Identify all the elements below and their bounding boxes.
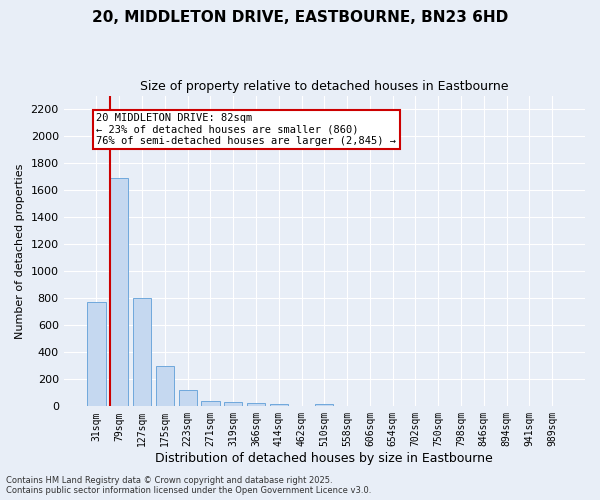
Bar [269, 404, 288, 406]
Bar [179, 390, 197, 406]
Y-axis label: Number of detached properties: Number of detached properties [15, 164, 25, 338]
Bar [201, 401, 220, 406]
Text: Contains HM Land Registry data © Crown copyright and database right 2025.
Contai: Contains HM Land Registry data © Crown c… [6, 476, 371, 495]
Bar [247, 402, 265, 406]
Bar [133, 298, 151, 406]
Bar [110, 178, 128, 406]
X-axis label: Distribution of detached houses by size in Eastbourne: Distribution of detached houses by size … [155, 452, 493, 465]
Bar [156, 366, 174, 406]
Title: Size of property relative to detached houses in Eastbourne: Size of property relative to detached ho… [140, 80, 509, 93]
Text: 20, MIDDLETON DRIVE, EASTBOURNE, BN23 6HD: 20, MIDDLETON DRIVE, EASTBOURNE, BN23 6H… [92, 10, 508, 25]
Bar [88, 302, 106, 406]
Text: 20 MIDDLETON DRIVE: 82sqm
← 23% of detached houses are smaller (860)
76% of semi: 20 MIDDLETON DRIVE: 82sqm ← 23% of detac… [97, 113, 397, 146]
Bar [224, 402, 242, 406]
Bar [315, 404, 334, 406]
